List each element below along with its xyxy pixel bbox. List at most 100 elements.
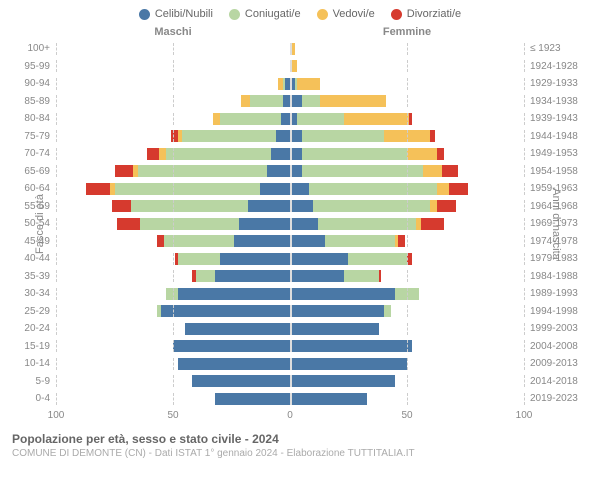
x-axis: 10050050100 bbox=[12, 410, 588, 424]
age-row: 45-491974-1978 bbox=[12, 233, 588, 251]
birth-year-label: 2019-2023 bbox=[524, 393, 588, 404]
bar-segment bbox=[430, 200, 437, 212]
bar-segment bbox=[173, 340, 290, 352]
bar-segment bbox=[348, 253, 406, 265]
age-label: 40-44 bbox=[12, 253, 56, 264]
age-row: 40-44 1979-1983 bbox=[12, 250, 588, 268]
birth-year-label: 1994-1998 bbox=[524, 306, 588, 317]
legend-label: Vedovi/e bbox=[333, 8, 375, 20]
birth-year-label: 2014-2018 bbox=[524, 376, 588, 387]
age-row: 50-541969-1973 bbox=[12, 215, 588, 233]
bar-pair bbox=[56, 323, 524, 335]
header-male: Maschi bbox=[56, 26, 290, 38]
bar-segment bbox=[290, 253, 348, 265]
age-row: 75-791944-1948 bbox=[12, 128, 588, 146]
birth-year-label: 1924-1928 bbox=[524, 61, 588, 72]
x-tick: 100 bbox=[48, 410, 65, 421]
age-row: 100+≤ 1923 bbox=[12, 40, 588, 58]
bar-segment bbox=[437, 200, 456, 212]
age-label: 70-74 bbox=[12, 148, 56, 159]
x-ticks: 10050050100 bbox=[56, 410, 524, 424]
bar-pair bbox=[56, 305, 524, 317]
bar-segment bbox=[398, 235, 405, 247]
age-row: 95-99 1924-1928 bbox=[12, 58, 588, 76]
bar-pair bbox=[56, 183, 524, 195]
bar-segment bbox=[260, 183, 290, 195]
bar-pair bbox=[56, 253, 524, 265]
bar-segment bbox=[325, 235, 395, 247]
age-label: 85-89 bbox=[12, 96, 56, 107]
age-label: 80-84 bbox=[12, 113, 56, 124]
bar-segment bbox=[164, 235, 234, 247]
birth-year-label: 1934-1938 bbox=[524, 96, 588, 107]
legend-item: Celibi/Nubili bbox=[139, 8, 213, 20]
bar-segment bbox=[313, 200, 430, 212]
age-row: 25-29 1994-1998 bbox=[12, 303, 588, 321]
bar-segment bbox=[290, 288, 395, 300]
bar-segment bbox=[283, 95, 290, 107]
column-headers: Maschi Femmine bbox=[12, 26, 588, 38]
age-label: 65-69 bbox=[12, 166, 56, 177]
age-label: 100+ bbox=[12, 43, 56, 54]
age-label: 95-99 bbox=[12, 61, 56, 72]
x-tick: 100 bbox=[516, 410, 533, 421]
bar-segment bbox=[178, 253, 220, 265]
bar-pair bbox=[56, 200, 524, 212]
bar-segment bbox=[407, 148, 437, 160]
bar-segment bbox=[239, 218, 290, 230]
legend-label: Divorziati/e bbox=[407, 8, 461, 20]
bar-segment bbox=[220, 113, 281, 125]
age-label: 90-94 bbox=[12, 78, 56, 89]
bar-segment bbox=[115, 183, 260, 195]
bar-segment bbox=[290, 235, 325, 247]
age-row: 55-591964-1968 bbox=[12, 198, 588, 216]
birth-year-label: 2004-2008 bbox=[524, 341, 588, 352]
legend-item: Vedovi/e bbox=[317, 8, 375, 20]
age-row: 60-641959-1963 bbox=[12, 180, 588, 198]
bar-segment bbox=[276, 130, 290, 142]
age-row: 70-74 1949-1953 bbox=[12, 145, 588, 163]
age-row: 0-42019-2023 bbox=[12, 390, 588, 408]
bar-segment bbox=[86, 183, 109, 195]
birth-year-label: 1929-1933 bbox=[524, 78, 588, 89]
birth-year-label: 1979-1983 bbox=[524, 253, 588, 264]
birth-year-label: 1954-1958 bbox=[524, 166, 588, 177]
bar-segment bbox=[290, 340, 412, 352]
bar-segment bbox=[290, 305, 384, 317]
bar-segment bbox=[290, 183, 309, 195]
bar-pair bbox=[56, 235, 524, 247]
age-row: 80-841939-1943 bbox=[12, 110, 588, 128]
bar-segment bbox=[290, 375, 395, 387]
bar-pair bbox=[56, 270, 524, 282]
bar-segment bbox=[234, 235, 290, 247]
age-row: 35-391984-1988 bbox=[12, 268, 588, 286]
bar-segment bbox=[182, 130, 276, 142]
age-row: 90-94 1929-1933 bbox=[12, 75, 588, 93]
bar-segment bbox=[290, 218, 318, 230]
bar-segment bbox=[290, 270, 344, 282]
bar-segment bbox=[423, 165, 442, 177]
bar-segment bbox=[421, 218, 444, 230]
age-label: 50-54 bbox=[12, 218, 56, 229]
bar-segment bbox=[297, 78, 320, 90]
bar-segment bbox=[442, 165, 458, 177]
bar-segment bbox=[302, 148, 407, 160]
legend-label: Celibi/Nubili bbox=[155, 8, 213, 20]
bar-segment bbox=[178, 358, 290, 370]
bar-segment bbox=[379, 270, 381, 282]
birth-year-label: 1989-1993 bbox=[524, 288, 588, 299]
birth-year-label: 1964-1968 bbox=[524, 201, 588, 212]
age-row: 10-142009-2013 bbox=[12, 355, 588, 373]
bar-segment bbox=[138, 165, 267, 177]
bar-segment bbox=[437, 183, 449, 195]
birth-year-label: 1949-1953 bbox=[524, 148, 588, 159]
age-label: 25-29 bbox=[12, 306, 56, 317]
bar-segment bbox=[290, 323, 379, 335]
bar-segment bbox=[171, 130, 178, 142]
bar-segment bbox=[213, 113, 220, 125]
bar-segment bbox=[159, 148, 166, 160]
bar-segment bbox=[117, 218, 140, 230]
pyramid-chart: Celibi/NubiliConiugati/eVedovi/eDivorzia… bbox=[0, 0, 600, 500]
bar-segment bbox=[185, 323, 290, 335]
bar-segment bbox=[157, 235, 164, 247]
